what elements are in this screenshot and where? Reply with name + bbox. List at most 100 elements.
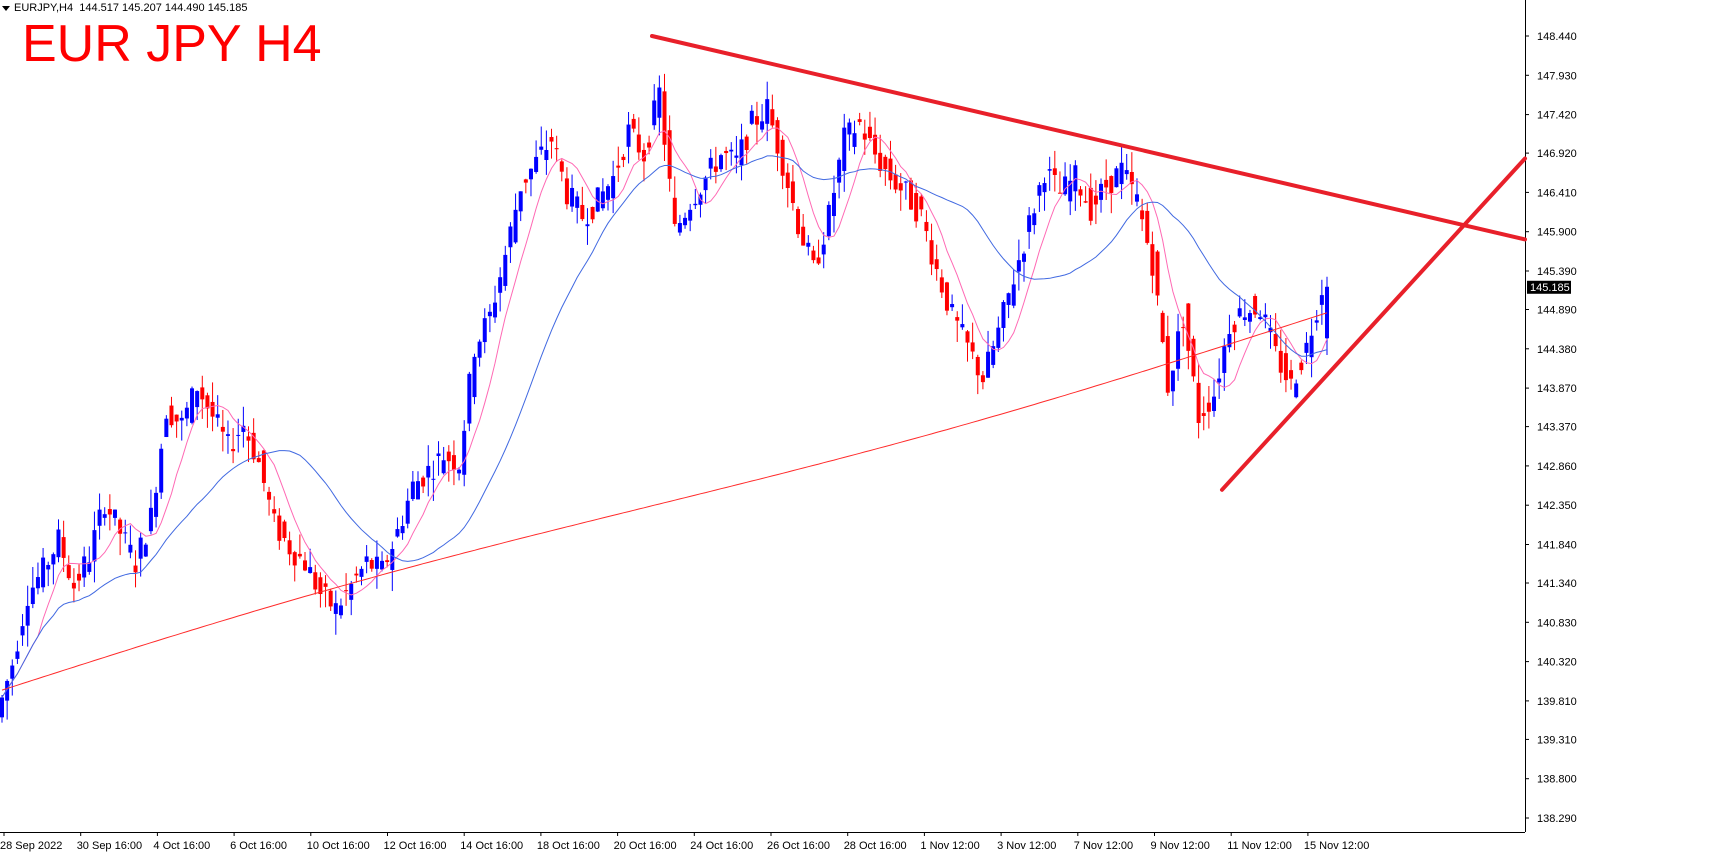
candle-body: [374, 556, 379, 569]
candle-body: [754, 116, 759, 125]
candle-body: [318, 577, 323, 595]
candle-body: [950, 304, 955, 308]
candle-body: [292, 552, 297, 566]
candle-body: [713, 166, 718, 172]
candle-body: [1047, 169, 1052, 171]
y-tick-label: 144.380: [1537, 344, 1577, 356]
candle-body: [92, 530, 97, 562]
candle-body: [1052, 168, 1057, 175]
candle-body: [308, 567, 313, 574]
candle-body: [498, 277, 503, 293]
candle-body: [215, 414, 220, 418]
symbol-info-bar: EURJPY,H4 144.517 145.207 144.490 145.18…: [2, 2, 247, 14]
candle-body: [1001, 302, 1006, 328]
candle-body: [693, 203, 698, 206]
resistance-trendline: [650, 34, 1527, 242]
y-tick-label: 142.350: [1537, 500, 1577, 512]
candle-body: [744, 136, 749, 151]
candle-body: [980, 375, 985, 383]
y-tick-label: 146.920: [1537, 148, 1577, 160]
candle-body: [1304, 342, 1309, 353]
candle-body: [277, 515, 282, 541]
candle-body: [1032, 213, 1037, 226]
candle-body: [806, 242, 811, 247]
candle-body: [112, 509, 117, 518]
candle-body: [1068, 180, 1073, 202]
candle-body: [297, 553, 302, 557]
y-tick-label: 147.930: [1537, 70, 1577, 82]
candle-body: [1104, 179, 1109, 188]
y-tick-label: 143.370: [1537, 422, 1577, 434]
ma-slow-line: [1, 312, 1328, 691]
candle-body: [61, 537, 66, 558]
candle-body: [929, 240, 934, 265]
candle-body: [1129, 171, 1134, 185]
candle-body: [821, 244, 826, 255]
candle-body: [1294, 383, 1299, 398]
candle-body: [852, 133, 857, 147]
x-tick-label: 20 Oct 16:00: [614, 840, 677, 852]
candle-body: [231, 449, 236, 452]
candle-body: [1258, 317, 1263, 320]
dropdown-triangle-icon[interactable]: [2, 5, 10, 11]
candle-body: [190, 388, 195, 423]
candle-body: [77, 573, 82, 581]
candle-body: [446, 451, 451, 462]
candle-body: [441, 460, 446, 474]
candle-body: [600, 191, 605, 209]
y-tick-label: 140.320: [1537, 657, 1577, 669]
candle-body: [1309, 335, 1314, 358]
candle-body: [272, 509, 277, 514]
candle-body: [1186, 303, 1191, 351]
candle-body: [575, 196, 580, 208]
candle-body: [71, 582, 76, 589]
candle-body: [1268, 327, 1273, 333]
candle-body: [267, 491, 272, 500]
candle-body: [641, 149, 646, 162]
candle-body: [179, 417, 184, 421]
candle-body: [467, 373, 472, 424]
x-tick-label: 28 Oct 16:00: [844, 840, 907, 852]
current-price-tag: [1527, 280, 1571, 294]
candle-body: [544, 150, 549, 161]
candle-body: [123, 532, 128, 534]
y-tick-label: 143.870: [1537, 383, 1577, 395]
candle-body: [903, 181, 908, 183]
candle-body: [862, 133, 867, 140]
candle-body: [1027, 215, 1032, 232]
candle-body: [662, 91, 667, 145]
candle-body: [796, 209, 801, 235]
candle-body: [128, 544, 133, 553]
candle-body: [708, 157, 713, 169]
candle-body: [1145, 210, 1150, 243]
ma-mid-line: [1, 155, 1328, 698]
x-tick-label: 3 Nov 12:00: [997, 840, 1056, 852]
candle-body: [256, 458, 261, 463]
candle-body: [246, 436, 251, 441]
candle-body: [534, 156, 539, 172]
candle-body: [97, 509, 102, 526]
candle-body: [960, 324, 965, 328]
candle-body: [616, 165, 621, 168]
candle-body: [415, 481, 420, 500]
candle-body: [487, 311, 492, 317]
candle-body: [51, 554, 56, 565]
current-price-label: 145.185: [1530, 282, 1570, 294]
x-tick-label: 1 Nov 12:00: [920, 840, 979, 852]
candle-body: [718, 155, 723, 170]
candle-body: [539, 146, 544, 150]
candle-body: [831, 192, 836, 217]
candle-body: [667, 130, 672, 179]
candle-body: [1088, 187, 1093, 221]
candle-body: [287, 540, 292, 555]
candle-body: [405, 500, 410, 524]
candle-body: [210, 401, 215, 417]
candle-body: [1093, 195, 1098, 205]
candle-body: [683, 217, 688, 226]
candle-body: [801, 226, 806, 246]
candle-body: [1140, 210, 1145, 220]
y-tick-label: 140.830: [1537, 617, 1577, 629]
y-tick-label: 145.390: [1537, 266, 1577, 278]
candle-body: [200, 387, 205, 400]
